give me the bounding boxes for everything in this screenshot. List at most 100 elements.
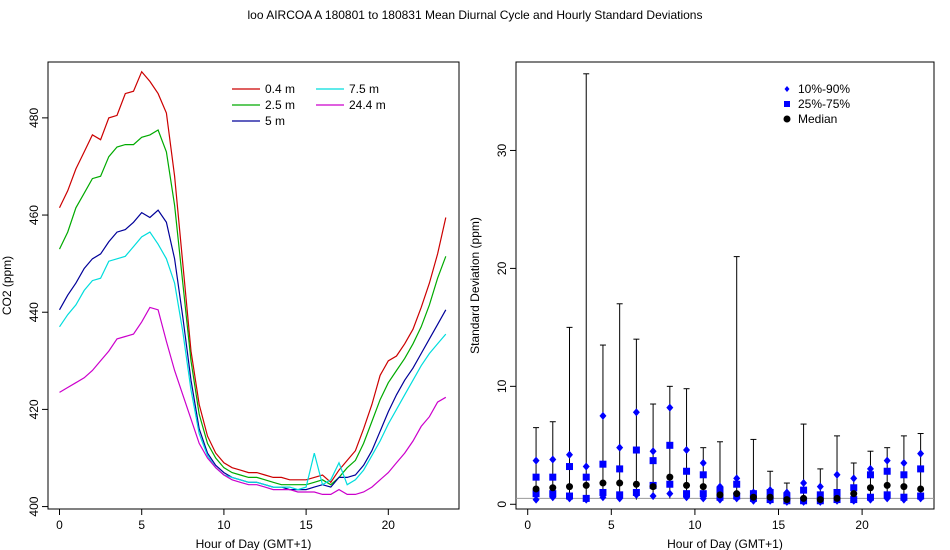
percentile-25-75-marker xyxy=(599,488,607,496)
percentile-25-75-marker xyxy=(599,460,607,468)
percentile-10-90-marker xyxy=(582,462,590,471)
percentile-25-75-marker xyxy=(666,480,674,488)
percentile-10-90-marker xyxy=(733,474,741,483)
panel2-x-tick-label: 15 xyxy=(772,518,786,532)
median-marker xyxy=(850,490,858,498)
percentile-10-90-marker xyxy=(666,403,674,412)
percentile-10-90-marker xyxy=(850,474,858,483)
median-marker xyxy=(616,479,624,487)
panel2-y-tick-label: 0 xyxy=(495,501,509,508)
percentile-25-75-marker xyxy=(850,496,858,504)
median-marker xyxy=(649,483,657,491)
median-marker xyxy=(632,480,640,488)
percentile-10-90-marker xyxy=(566,450,574,459)
percentile-25-75-marker xyxy=(866,471,874,479)
percentile-10-90-marker xyxy=(800,479,808,488)
percentile-25-75-marker xyxy=(800,486,808,494)
panel2-x-tick-label: 20 xyxy=(855,518,869,532)
panel1-y-tick-label: 440 xyxy=(27,302,41,322)
median-marker xyxy=(666,473,674,481)
percentile-25-75-marker xyxy=(883,491,891,499)
percentile-25-75-marker xyxy=(566,492,574,500)
median-marker xyxy=(883,481,891,489)
panel2-x-axis-label: Hour of Day (GMT+1) xyxy=(667,537,783,550)
median-marker xyxy=(733,490,741,498)
percentile-25-75-marker xyxy=(549,473,557,481)
legend-label: 0.4 m xyxy=(265,82,295,96)
percentile-25-75-marker xyxy=(649,457,657,465)
percentile-25-75-marker xyxy=(616,465,624,473)
percentile-25-75-marker xyxy=(716,486,724,494)
legend-label: 10%-90% xyxy=(798,82,850,96)
panel2-x-tick-label: 5 xyxy=(608,518,615,532)
panel1-y-tick-label: 400 xyxy=(27,496,41,516)
percentile-25-75-marker xyxy=(532,490,540,498)
percentile-25-75-marker xyxy=(917,492,925,500)
percentile-25-75-marker xyxy=(632,488,640,496)
median-marker xyxy=(699,483,707,491)
percentile-25-75-marker xyxy=(683,490,691,498)
median-marker xyxy=(683,481,691,489)
percentile-25-75-marker xyxy=(883,467,891,475)
panel1-y-tick-label: 420 xyxy=(27,399,41,419)
legend-label: 25%-75% xyxy=(798,97,850,111)
percentile-10-90-marker xyxy=(816,482,824,491)
percentile-10-90-marker xyxy=(532,495,540,504)
percentile-25-75-marker xyxy=(566,463,574,471)
percentile-10-90-marker xyxy=(900,459,908,468)
panel1-x-tick-label: 20 xyxy=(382,518,396,532)
percentile-25-75-marker xyxy=(766,488,774,496)
median-marker xyxy=(582,481,590,489)
panel1-x-tick-label: 5 xyxy=(138,518,145,532)
percentile-10-90-marker xyxy=(599,411,607,420)
percentile-25-75-marker xyxy=(900,493,908,501)
median-marker xyxy=(549,484,557,492)
series-line-2-5-m xyxy=(58,129,447,486)
percentile-25-75-marker xyxy=(616,491,624,499)
percentile-10-90-marker xyxy=(632,408,640,417)
legend-label: 24.4 m xyxy=(349,98,386,112)
legend-label: 5 m xyxy=(265,114,285,128)
percentile-25-75-marker xyxy=(582,494,590,502)
median-marker xyxy=(800,494,808,502)
panel2-x-tick-label: 0 xyxy=(524,518,531,532)
panel2-x-tick-label: 10 xyxy=(688,518,702,532)
percentile-25-75-marker xyxy=(833,488,841,496)
legend-label: 7.5 m xyxy=(349,82,379,96)
panel1-y-tick-label: 460 xyxy=(27,205,41,225)
median-marker xyxy=(766,493,774,501)
percentile-10-90-marker xyxy=(649,492,657,501)
percentile-25-75-marker xyxy=(582,473,590,481)
median-marker xyxy=(900,483,908,491)
percentile-10-90-marker xyxy=(699,459,707,468)
median-marker xyxy=(816,496,824,504)
median-marker xyxy=(917,485,925,493)
median-marker xyxy=(566,483,574,491)
median-marker xyxy=(783,496,791,504)
percentile-10-90-marker xyxy=(549,455,557,464)
percentile-25-75-marker xyxy=(632,446,640,454)
legend-marker xyxy=(783,115,791,123)
percentile-25-75-marker xyxy=(749,490,757,498)
percentile-25-75-marker xyxy=(816,491,824,499)
percentile-10-90-marker xyxy=(649,447,657,456)
percentile-10-90-marker xyxy=(866,464,874,473)
panel2-y-axis-label: Standard Deviation (ppm) xyxy=(468,217,482,354)
percentile-25-75-marker xyxy=(733,480,741,488)
legend-label: 2.5 m xyxy=(265,98,295,112)
percentile-25-75-marker xyxy=(917,465,925,473)
chart-title: loo AIRCOA A 180801 to 180831 Mean Diurn… xyxy=(248,8,703,22)
percentile-25-75-marker xyxy=(699,490,707,498)
percentile-10-90-marker xyxy=(833,470,841,479)
panel2-y-tick-label: 20 xyxy=(495,261,509,275)
panel1-y-axis-label: CO2 (ppm) xyxy=(0,256,14,315)
series-line-24-4-m xyxy=(59,306,447,495)
median-marker xyxy=(833,494,841,502)
percentile-25-75-marker xyxy=(866,493,874,501)
percentile-25-75-marker xyxy=(900,471,908,479)
panel1-y-tick-label: 480 xyxy=(27,108,41,128)
percentile-25-75-marker xyxy=(549,490,557,498)
series-line-5-m xyxy=(58,209,447,491)
legend-label: Median xyxy=(798,112,837,126)
